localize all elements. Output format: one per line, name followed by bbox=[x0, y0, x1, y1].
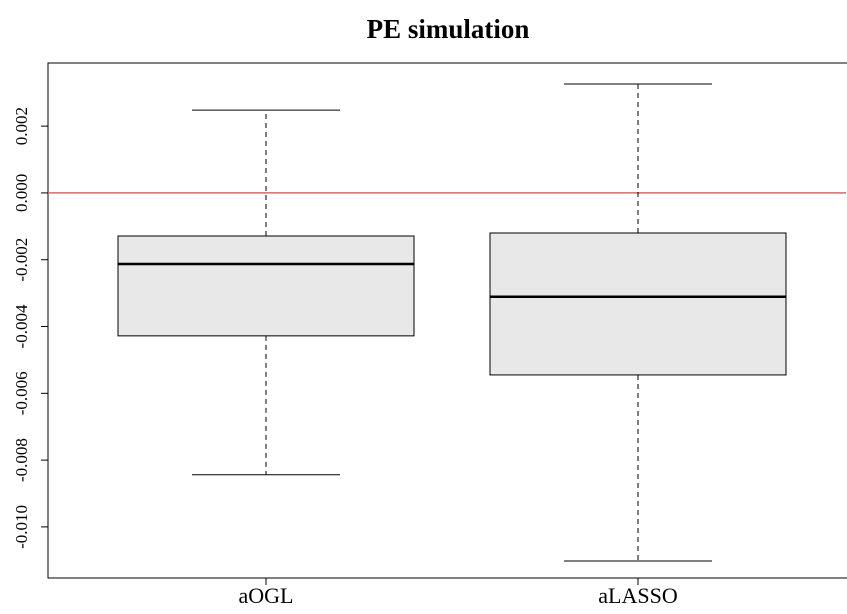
x-tick-label: aOGL bbox=[239, 583, 294, 608]
y-tick-label: 0.000 bbox=[12, 174, 31, 212]
x-tick-label: aLASSO bbox=[598, 583, 677, 608]
y-tick-label: 0.002 bbox=[12, 107, 31, 145]
y-tick-label: -0.008 bbox=[12, 438, 31, 482]
y-tick-label: -0.004 bbox=[12, 304, 31, 348]
plot-frame bbox=[47, 62, 847, 579]
box bbox=[489, 232, 787, 376]
y-tick-label: -0.006 bbox=[12, 371, 31, 415]
y-tick-label: -0.010 bbox=[12, 505, 31, 549]
chart-title: PE simulation bbox=[367, 14, 530, 44]
y-tick-label: -0.002 bbox=[12, 238, 31, 282]
box bbox=[117, 235, 415, 337]
